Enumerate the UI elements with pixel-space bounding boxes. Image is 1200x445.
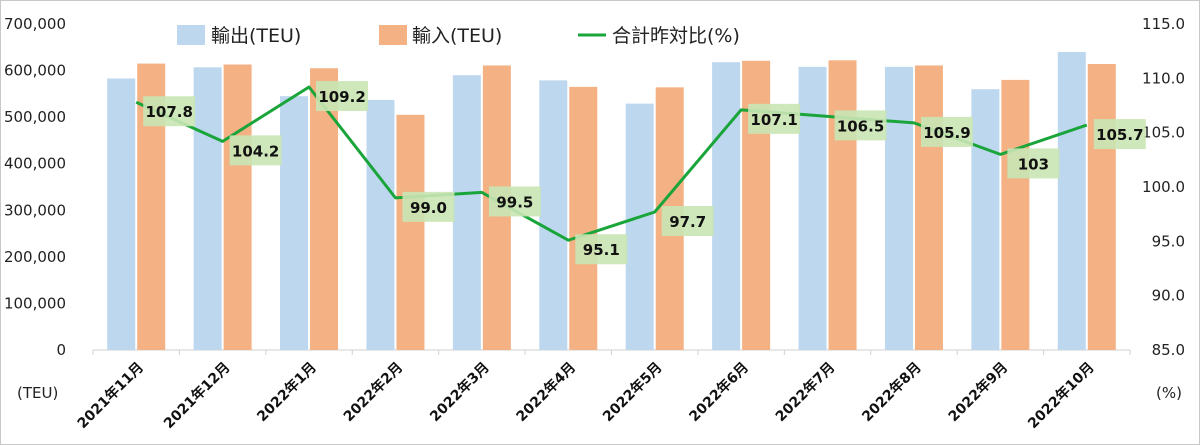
legend-label-line: 合計昨対比(%) — [612, 25, 740, 47]
y-left-tick-label: 500,000 — [4, 108, 66, 126]
x-category-label: 2022年8月 — [859, 359, 925, 425]
data-label-bg — [661, 205, 714, 236]
x-category-label: 2022年3月 — [426, 359, 492, 425]
bar-export — [193, 67, 222, 350]
bar-export — [712, 62, 741, 351]
y-right-tick-label: 95.0 — [1152, 232, 1185, 250]
data-label-bg — [748, 103, 801, 134]
data-label-bg — [1007, 148, 1060, 179]
y-right-unit: (%) — [1156, 384, 1182, 402]
data-label: 106.5 — [837, 117, 884, 135]
x-category-label: 2022年7月 — [772, 359, 838, 425]
data-label-bg — [834, 110, 887, 141]
bar-import — [1087, 64, 1116, 351]
y-left-tick-label: 300,000 — [4, 201, 66, 219]
x-category-label: 2022年5月 — [599, 359, 665, 425]
legend-swatch-import — [379, 25, 407, 45]
bar-export — [539, 80, 568, 350]
data-label: 97.7 — [669, 213, 706, 231]
y-right-tick-label: 90.0 — [1152, 287, 1185, 305]
legend-label-export: 輸出(TEU) — [211, 25, 301, 47]
data-label: 104.2 — [232, 142, 279, 160]
bar-export — [884, 66, 913, 351]
data-label-bg — [920, 116, 973, 147]
x-category-label: 2022年10月 — [1024, 359, 1097, 432]
x-category-label: 2021年11月 — [74, 359, 147, 432]
y-left-tick-label: 100,000 — [4, 294, 66, 312]
bar-export — [452, 75, 481, 350]
bar-export — [366, 99, 395, 350]
data-label-bg — [143, 96, 196, 127]
data-label-bg — [488, 186, 541, 217]
y-right-tick-label: 115.0 — [1142, 15, 1185, 33]
y-right-tick-label: 85.0 — [1152, 341, 1185, 359]
y-left-tick-label: 400,000 — [4, 155, 66, 173]
data-label: 109.2 — [318, 88, 365, 106]
data-label-bg — [575, 234, 628, 265]
data-label: 99.5 — [496, 193, 533, 211]
bar-import — [310, 68, 339, 350]
bar-export — [280, 96, 309, 350]
x-category-label: 2022年2月 — [340, 359, 406, 425]
bar-export — [1057, 51, 1086, 350]
bar-export — [971, 89, 1000, 350]
data-label: 103 — [1018, 155, 1049, 173]
y-right-tick-label: 110.0 — [1142, 69, 1185, 87]
x-category-label: 2022年9月 — [945, 359, 1011, 425]
y-right-tick-label: 105.0 — [1142, 124, 1185, 142]
x-category-label: 2022年6月 — [686, 359, 752, 425]
bar-export — [107, 78, 136, 350]
data-label: 95.1 — [583, 241, 620, 259]
data-label: 107.8 — [145, 103, 192, 121]
x-category-label: 2021年12月 — [160, 359, 233, 432]
data-label-bg — [402, 191, 455, 222]
data-label-bg — [229, 135, 282, 166]
data-label: 99.0 — [410, 199, 447, 217]
y-right-tick-label: 100.0 — [1142, 178, 1185, 196]
data-label: 105.9 — [923, 124, 970, 142]
bar-import — [223, 64, 252, 350]
y-left-tick-label: 700,000 — [4, 15, 66, 33]
data-label-bg — [1093, 119, 1146, 150]
data-label: 107.1 — [750, 111, 797, 129]
x-category-label: 2022年1月 — [254, 359, 320, 425]
bar-import — [569, 86, 598, 350]
data-label: 105.7 — [1096, 126, 1143, 144]
bar-import — [828, 60, 857, 350]
y-left-unit: (TEU) — [17, 384, 58, 402]
y-left-tick-label: 200,000 — [4, 248, 66, 266]
x-category-label: 2022年4月 — [513, 359, 579, 425]
legend-swatch-export — [177, 25, 205, 45]
legend-label-import: 輸入(TEU) — [412, 25, 502, 47]
bar-import — [396, 114, 425, 350]
y-left-tick-label: 600,000 — [4, 62, 66, 80]
bar-export — [798, 66, 827, 351]
bar-import — [914, 65, 943, 350]
data-label-bg — [316, 81, 369, 112]
y-left-tick-label: 0 — [56, 341, 66, 359]
bar-export — [625, 103, 654, 350]
bar-import — [1001, 79, 1030, 350]
